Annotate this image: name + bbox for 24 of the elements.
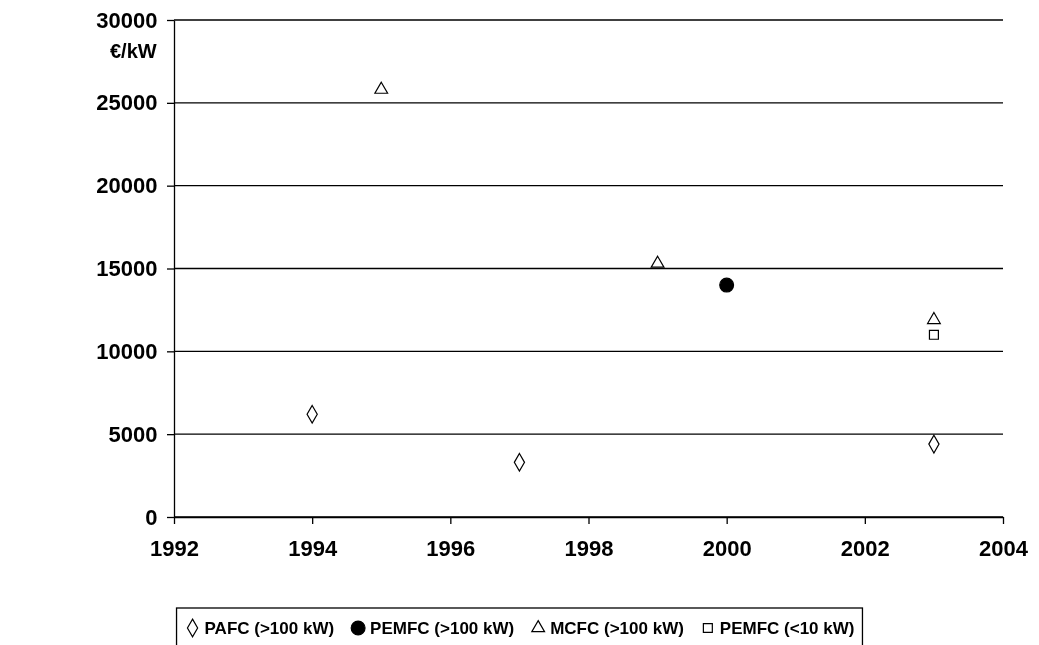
legend-label: PEMFC (<10 kW) xyxy=(719,619,855,638)
point xyxy=(650,255,665,268)
x-tick-label: 1994 xyxy=(288,535,338,561)
y-tick-label: 30000 xyxy=(96,7,158,33)
x-tick-label: 1998 xyxy=(564,535,614,561)
y-tick-label: 15000 xyxy=(96,256,158,282)
y-tick-label: 20000 xyxy=(96,173,158,199)
y-tick-label: 5000 xyxy=(108,421,158,447)
point xyxy=(928,329,939,340)
legend-label: PAFC (>100 kW) xyxy=(204,619,335,638)
y-tick-label: 0 xyxy=(145,504,158,530)
x-tick-label: 2000 xyxy=(702,535,752,561)
y-tick-label: 10000 xyxy=(96,338,158,364)
x-tick-label: 1992 xyxy=(150,535,199,561)
legend-label: MCFC (>100 kW) xyxy=(550,619,684,638)
point xyxy=(926,311,941,325)
x-tick-label: 2004 xyxy=(979,535,1029,561)
legend-label: PEMFC (>100 kW) xyxy=(370,619,515,638)
point xyxy=(374,81,389,94)
y-axis-title: €/kW xyxy=(110,40,157,62)
x-tick-label: 1996 xyxy=(426,535,476,561)
point xyxy=(719,277,735,293)
x-tick-label: 2002 xyxy=(840,535,890,561)
y-tick-label: 25000 xyxy=(96,90,158,116)
